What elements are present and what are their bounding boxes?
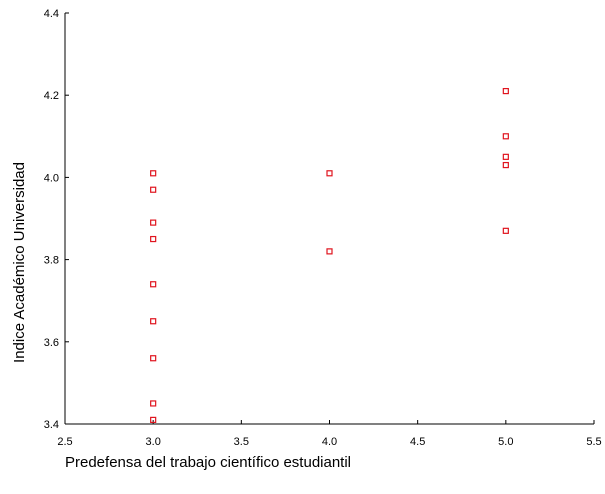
x-tick-label: 3.5 (234, 436, 249, 448)
scatter-point (150, 281, 157, 288)
scatter-point (502, 133, 509, 140)
y-tick-label: 4.4 (44, 8, 59, 20)
y-tick-label: 4.2 (44, 90, 59, 102)
scatter-point (150, 400, 157, 407)
x-tick-label: 5.5 (586, 436, 601, 448)
scatter-point (502, 227, 509, 234)
scatter-point (150, 416, 157, 423)
y-tick-label: 3.4 (44, 419, 59, 431)
scatter-point (150, 318, 157, 325)
scatter-point (150, 235, 157, 243)
scatter-point (502, 87, 509, 95)
scatter-point (326, 248, 333, 255)
scatter-point (150, 219, 157, 226)
scatter-point (502, 161, 509, 169)
x-tick-label: 2.5 (57, 436, 72, 448)
x-tick-label: 5.0 (498, 436, 513, 448)
scatter-point (502, 153, 509, 160)
scatter-point (150, 186, 157, 193)
scatter-point (150, 170, 157, 177)
scatter-point (150, 355, 157, 362)
x-tick-label: 4.0 (322, 436, 337, 448)
data-points (150, 87, 509, 423)
scatter-point (326, 170, 333, 177)
x-tick-label: 4.5 (410, 436, 425, 448)
y-tick-label: 4.0 (44, 172, 59, 184)
y-tick-label: 3.6 (44, 337, 59, 349)
x-tick-label: 3.0 (146, 436, 161, 448)
y-axis-ticks: 3.4 3.6 3.8 4.0 4.2 4.4 (44, 8, 69, 431)
x-axis-title: Predefensa del trabajo científico estudi… (65, 454, 351, 471)
y-tick-label: 3.8 (44, 255, 59, 267)
y-axis-title: Indice Académico Universidad (11, 162, 28, 363)
x-axis-ticks: 2.5 3.0 3.5 4.0 4.5 5.0 5.5 (57, 420, 602, 448)
